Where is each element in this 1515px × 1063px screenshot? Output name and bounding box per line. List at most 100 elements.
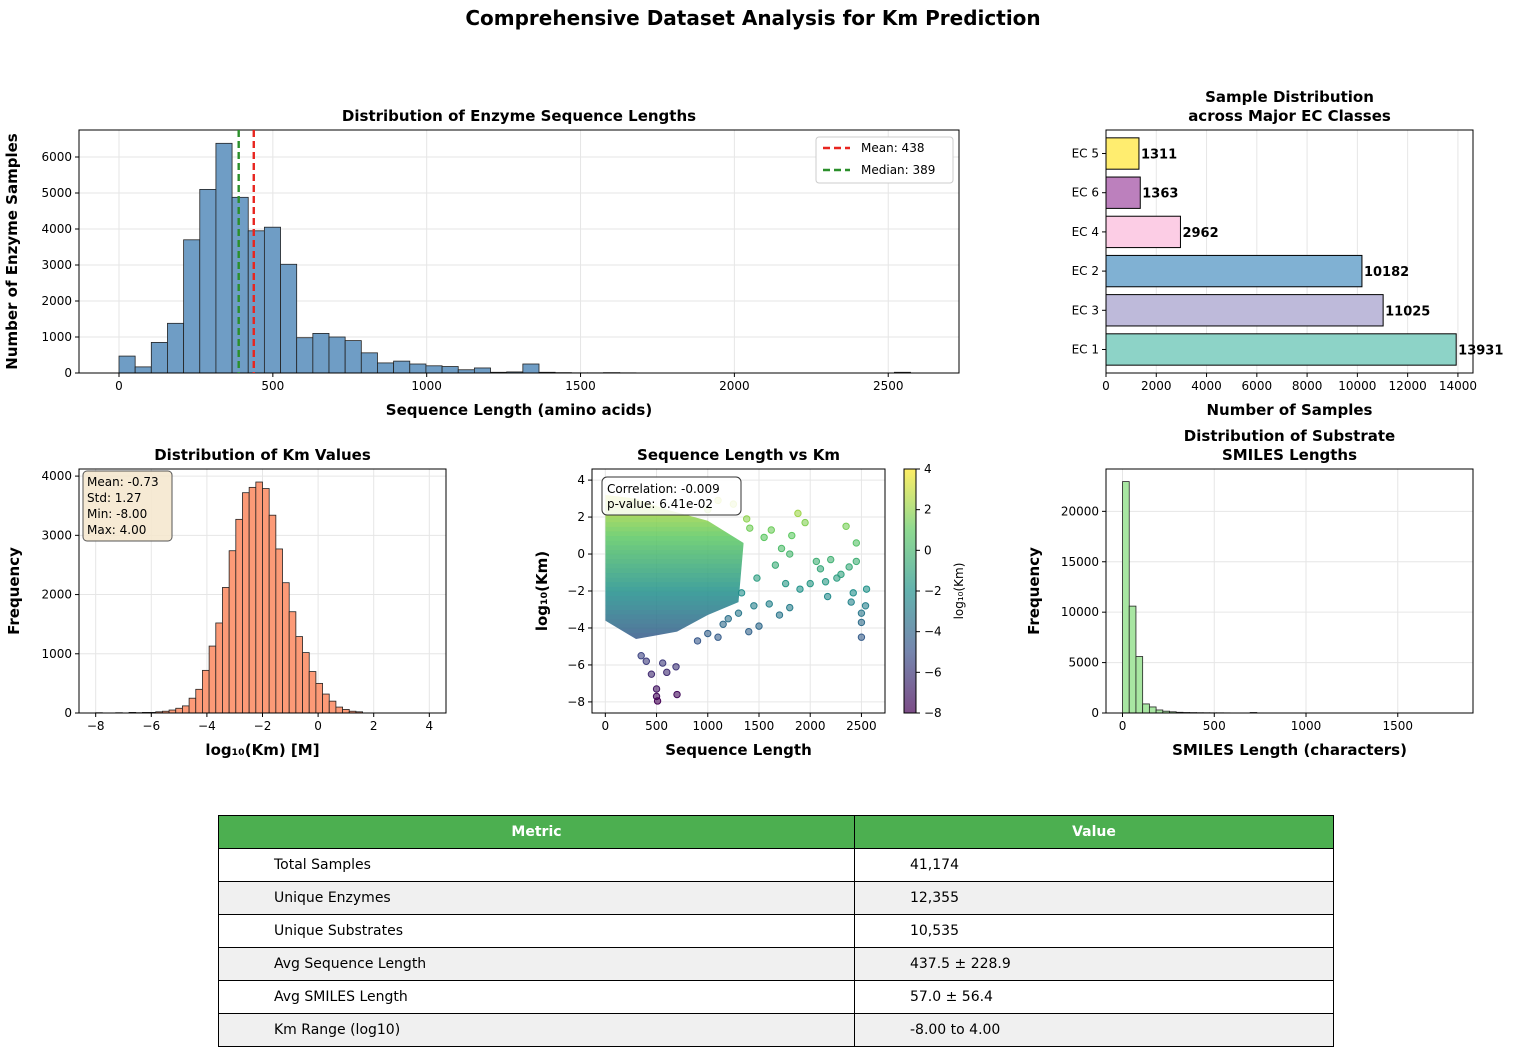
y-tick-label: 4	[577, 473, 585, 487]
x-axis-label: Sequence Length (amino acids)	[386, 401, 652, 419]
scatter-point	[857, 609, 866, 617]
correlation-line: Correlation: -0.009	[607, 482, 720, 496]
table-row: Km Range (log10) -8.00 to 4.00	[218, 1013, 1335, 1047]
x-tick-label: 2	[370, 719, 378, 733]
scatter-point	[767, 526, 775, 534]
histogram-bar	[1148, 706, 1157, 714]
scatter-point	[794, 509, 802, 518]
stats-line: Std: 1.27	[87, 491, 142, 505]
density-band	[605, 526, 744, 532]
metric-cell: Total Samples	[218, 848, 855, 882]
histogram-bar	[342, 709, 350, 714]
histogram-bar	[167, 322, 185, 374]
x-tick-label: 6000	[1242, 379, 1273, 393]
table-row: Avg SMILES Length 57.0 ± 56.4	[218, 980, 1335, 1014]
y-tick-label: 2000	[41, 588, 72, 602]
histogram-bar	[312, 332, 330, 374]
density-band	[605, 558, 744, 564]
scatter-point	[652, 685, 661, 693]
scatter-point	[806, 579, 814, 588]
histogram-bar	[215, 622, 223, 714]
x-tick-label: −4	[198, 719, 216, 733]
y-tick-label: 20000	[1061, 504, 1099, 518]
histogram-bar	[208, 645, 217, 714]
legend-box	[815, 136, 954, 184]
stats-box: Mean: -0.73 Std: 1.27 Min: -8.00 Max: 4.00	[82, 470, 173, 542]
x-tick-label: 2500	[873, 379, 904, 393]
density-band	[605, 614, 744, 620]
scatter-point	[827, 555, 835, 564]
density-band	[605, 632, 744, 638]
histogram-bar	[118, 355, 136, 374]
scatter-point	[746, 524, 754, 532]
histogram-bar	[235, 518, 243, 714]
density-band	[605, 572, 744, 578]
scatter-point	[771, 561, 780, 569]
density-band	[605, 521, 744, 527]
colorbar-tick-label: −2	[924, 584, 942, 598]
scatter-point	[760, 533, 768, 542]
density-band	[605, 595, 744, 601]
scatter-point	[833, 574, 841, 582]
stats-line: Mean: -0.73	[87, 475, 159, 489]
scatter-point	[823, 592, 832, 601]
y-tick-label: EC 4	[1072, 225, 1099, 239]
histogram-bar	[522, 363, 540, 374]
histogram-bar	[1128, 605, 1137, 714]
table-row: Unique Substrates 10,535	[218, 914, 1335, 948]
bar-value-label: 2962	[1182, 226, 1218, 241]
x-tick-label: 1000	[411, 379, 442, 393]
histogram-bar	[268, 514, 277, 714]
scatter-point	[714, 633, 722, 641]
x-tick-label: 2000	[795, 719, 826, 733]
stats-line: Max: 4.00	[87, 523, 146, 537]
x-tick-label: 4000	[1191, 379, 1222, 393]
scatter-point	[658, 659, 667, 667]
y-tick-label: EC 6	[1072, 186, 1099, 200]
scatter-point	[781, 579, 790, 588]
scatter-frame: 0 500 1000 1500 2000 2500 −8 −6 −4 −2 0 2 4 Sequence …	[533, 446, 966, 759]
histogram-bar	[328, 336, 346, 374]
axes-frame	[1105, 129, 1474, 374]
histogram-bar	[393, 360, 411, 374]
colorbar-tick-label: 2	[924, 503, 932, 517]
scatter-point	[673, 690, 681, 699]
histogram-bar	[222, 587, 230, 714]
table-row: Unique Enzymes 12,355	[218, 881, 1335, 915]
scatter-point	[642, 657, 650, 665]
histogram-bar	[377, 362, 395, 374]
y-tick-label: EC 5	[1072, 147, 1099, 161]
x-tick-label: 2000	[719, 379, 750, 393]
scatter-point	[786, 603, 794, 612]
scatter-point	[734, 609, 743, 617]
x-tick-label: 1500	[565, 379, 596, 393]
correlation-box-frame	[601, 476, 742, 516]
y-tick-label: 5000	[41, 186, 72, 200]
density-band	[605, 567, 744, 574]
legend-label: Mean: 438	[861, 141, 924, 155]
histogram-bar	[295, 636, 303, 714]
smiles_hist-axes	[1106, 469, 1473, 714]
histogram-bar	[302, 652, 310, 714]
scatter-point	[852, 539, 861, 547]
scatter-point	[693, 637, 702, 645]
density-band	[605, 535, 744, 541]
legend-label: Median: 389	[861, 163, 935, 177]
x-tick-label: 4	[425, 719, 433, 733]
bar-value-label: 11025	[1385, 304, 1430, 319]
y-tick-label: −2	[567, 584, 585, 598]
x-tick-label: −8	[87, 719, 105, 733]
density-band	[605, 642, 743, 647]
histogram-bar	[1142, 703, 1150, 714]
scatter-point	[845, 563, 853, 571]
histogram-bar	[134, 366, 152, 374]
y-tick-label: 15000	[1061, 555, 1099, 569]
smiles_hist-frame: 0 500 1000 150005000100001500020000Distribu…	[1025, 427, 1474, 759]
y-tick-label: 3000	[41, 258, 72, 272]
x-tick-label: 500	[261, 379, 284, 393]
colorbar-tick-label: −6	[924, 665, 942, 679]
histogram-bar	[228, 550, 237, 714]
colorbar-tick-label: −4	[924, 625, 942, 639]
metric-cell: Unique Enzymes	[218, 881, 855, 915]
bar-value-label: 1311	[1141, 148, 1177, 163]
